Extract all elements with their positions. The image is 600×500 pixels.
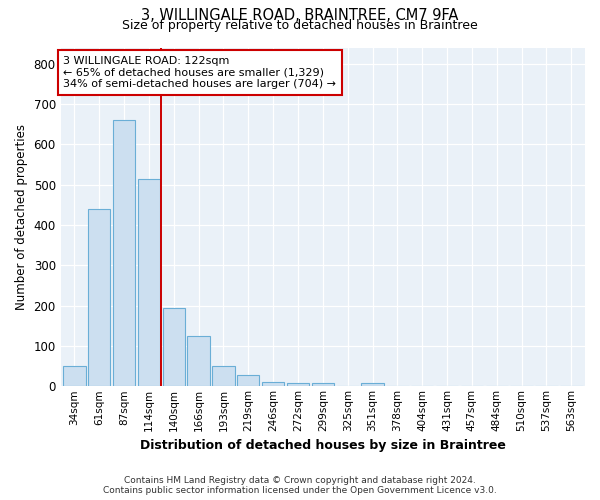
Text: 3 WILLINGALE ROAD: 122sqm
← 65% of detached houses are smaller (1,329)
34% of se: 3 WILLINGALE ROAD: 122sqm ← 65% of detac… <box>63 56 336 89</box>
Bar <box>311 384 334 386</box>
Bar <box>287 384 309 386</box>
Bar <box>187 336 210 386</box>
Bar <box>163 308 185 386</box>
Bar <box>88 209 110 386</box>
Y-axis label: Number of detached properties: Number of detached properties <box>15 124 28 310</box>
Text: 3, WILLINGALE ROAD, BRAINTREE, CM7 9FA: 3, WILLINGALE ROAD, BRAINTREE, CM7 9FA <box>142 8 458 22</box>
Bar <box>63 366 86 386</box>
Bar <box>237 376 259 386</box>
Bar <box>113 120 135 386</box>
Bar <box>138 178 160 386</box>
Bar <box>361 384 384 386</box>
Bar <box>212 366 235 386</box>
Bar <box>262 382 284 386</box>
Text: Contains HM Land Registry data © Crown copyright and database right 2024.
Contai: Contains HM Land Registry data © Crown c… <box>103 476 497 495</box>
Text: Size of property relative to detached houses in Braintree: Size of property relative to detached ho… <box>122 18 478 32</box>
X-axis label: Distribution of detached houses by size in Braintree: Distribution of detached houses by size … <box>140 440 506 452</box>
